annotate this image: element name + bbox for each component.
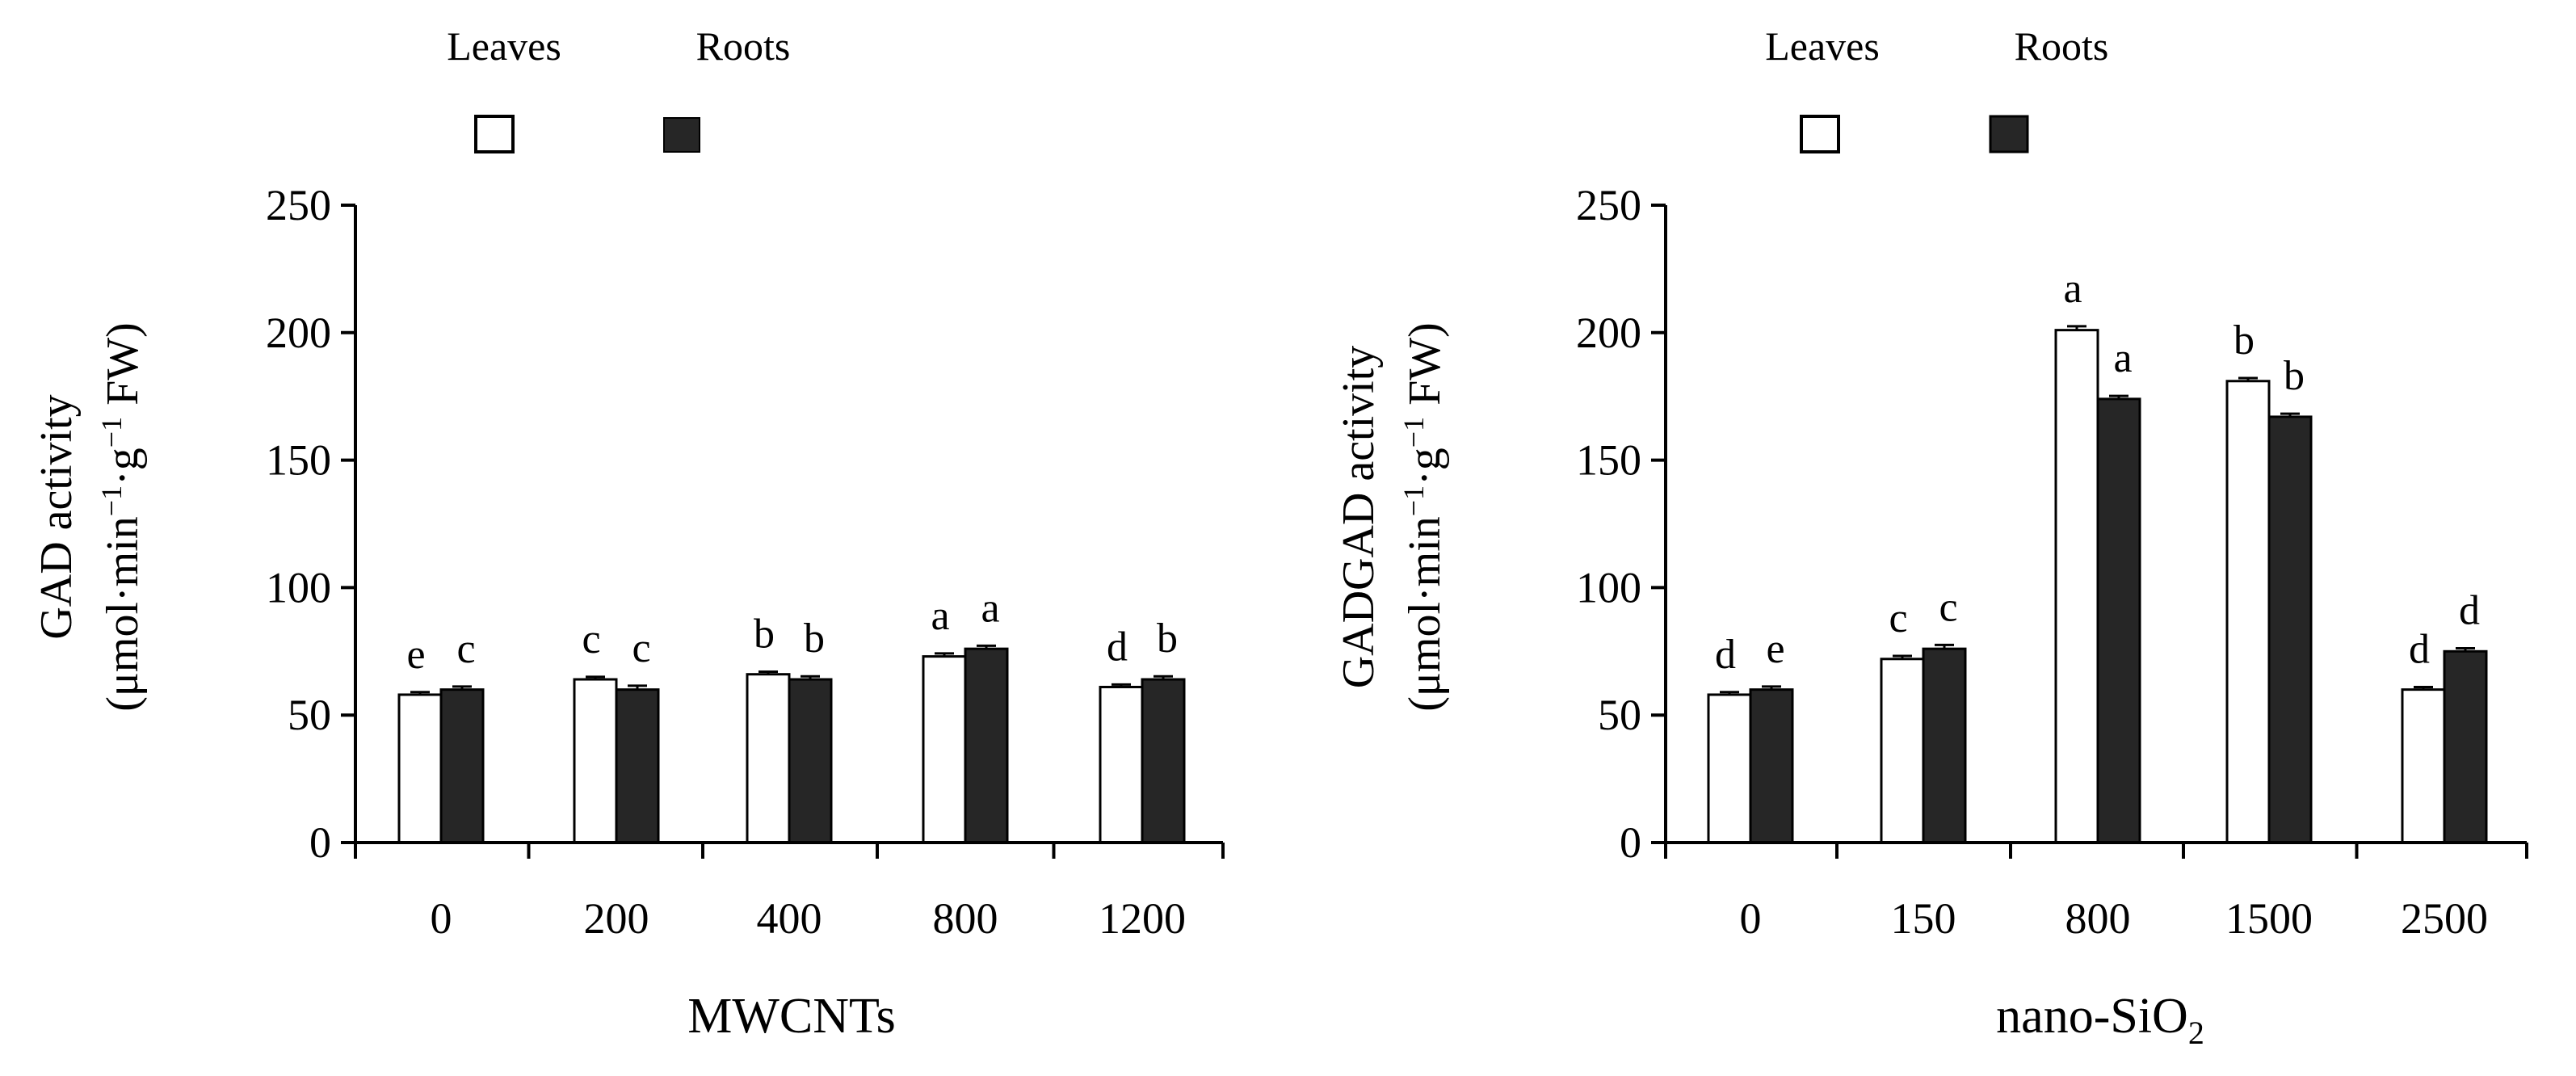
x-tick-label: 1200 [1099, 894, 1186, 943]
x-tick-label: 0 [1740, 894, 1762, 943]
y-tick-label: 100 [1576, 563, 1641, 612]
significance-letter-leaves-200: c [582, 616, 600, 662]
y-axis-label-line1: GAD activity [32, 394, 82, 639]
bar-leaves-0 [1707, 693, 1752, 844]
significance-letter-roots-0: c [456, 626, 475, 672]
bar-roots-0 [1749, 688, 1794, 844]
legend-label-roots: Roots [696, 23, 791, 69]
legend-swatch-leaves [474, 115, 515, 153]
y-axis-label-line1: GADGAD activity [1334, 346, 1384, 689]
bar-leaves-1200 [1099, 685, 1144, 844]
legend-label-leaves: Leaves [447, 23, 561, 69]
x-tick-label: 150 [1891, 894, 1956, 943]
bar-roots-800 [2096, 397, 2141, 844]
y-tick-label: 0 [1620, 818, 1641, 867]
bar-leaves-150 [1880, 658, 1925, 844]
significance-letter-roots-200: c [632, 625, 650, 671]
y-tick-label: 150 [266, 436, 331, 485]
legend-swatch-leaves [1800, 115, 1840, 153]
x-tick-label: 200 [584, 894, 649, 943]
bar-roots-1500 [2267, 415, 2313, 844]
significance-letter-roots-1500: b [2284, 353, 2305, 399]
bar-roots-0 [439, 688, 485, 844]
bar-leaves-2500 [2401, 688, 2446, 844]
significance-letter-leaves-2500: d [2409, 626, 2430, 672]
chart-panel-nano-sio2: Leaves Roots nano-SiO2 GADGAD activity (… [1334, 23, 2528, 1051]
y-tick-label: 250 [266, 181, 331, 229]
significance-letter-roots-2500: d [2459, 588, 2480, 634]
bar-roots-150 [1922, 647, 1967, 844]
significance-letter-leaves-0: e [406, 632, 425, 678]
significance-letter-roots-1200: b [1157, 616, 1178, 662]
significance-letter-leaves-1200: d [1107, 624, 1128, 670]
bar-roots-1200 [1141, 678, 1186, 844]
y-axis-label-line2: (μmol·min−1·g−1 FW) [1397, 322, 1450, 712]
bar-leaves-400 [746, 673, 791, 844]
significance-letter-roots-150: c [1939, 584, 1957, 630]
y-tick-label: 250 [1576, 181, 1641, 229]
significance-letter-leaves-150: c [1889, 595, 1907, 641]
significance-letter-leaves-0: d [1715, 632, 1736, 678]
significance-letter-roots-800: a [2113, 335, 2132, 381]
bar-leaves-800 [2054, 329, 2099, 844]
bar-leaves-200 [573, 678, 618, 844]
legend-label-roots: Roots [2015, 23, 2109, 69]
chart-panel-mwcnts: Leaves Roots MWCNTs GAD activity (μmol·m… [32, 23, 1225, 1044]
bar-leaves-800 [922, 655, 967, 844]
significance-letter-leaves-800: a [931, 593, 949, 639]
y-tick-label: 50 [1598, 691, 1641, 739]
bar-leaves-0 [397, 693, 443, 844]
significance-letter-roots-0: e [1766, 626, 1784, 672]
significance-letter-leaves-1500: b [2234, 317, 2255, 364]
bar-roots-2500 [2443, 649, 2488, 844]
x-axis-label: MWCNTs [687, 989, 895, 1044]
y-tick-label: 150 [1576, 436, 1641, 485]
x-axis-label: nano-SiO2 [1996, 989, 2204, 1051]
y-tick-label: 200 [266, 309, 331, 357]
significance-letter-leaves-400: b [754, 612, 775, 658]
y-tick-label: 50 [288, 691, 331, 739]
significance-letter-roots-400: b [804, 616, 825, 662]
x-tick-label: 400 [757, 894, 822, 943]
y-tick-label: 200 [1576, 309, 1641, 357]
legend-swatch-roots [663, 117, 700, 153]
x-tick-label: 800 [933, 894, 998, 943]
significance-letter-leaves-800: a [2063, 266, 2082, 312]
legend-swatch-roots [1989, 115, 2029, 153]
legend-label-leaves: Leaves [1765, 23, 1880, 69]
bar-roots-200 [615, 688, 660, 844]
significance-letter-roots-800: a [981, 585, 999, 631]
y-axis-label-line2: (μmol·min−1·g−1 FW) [95, 322, 148, 712]
y-tick-label: 100 [266, 563, 331, 612]
bar-roots-800 [964, 647, 1009, 844]
x-tick-label: 0 [431, 894, 452, 943]
x-tick-label: 1500 [2225, 894, 2313, 943]
bar-roots-400 [788, 678, 833, 844]
x-tick-label: 800 [2065, 894, 2131, 943]
x-tick-label: 2500 [2401, 894, 2488, 943]
y-tick-label: 0 [309, 818, 331, 867]
bar-leaves-1500 [2225, 380, 2271, 844]
